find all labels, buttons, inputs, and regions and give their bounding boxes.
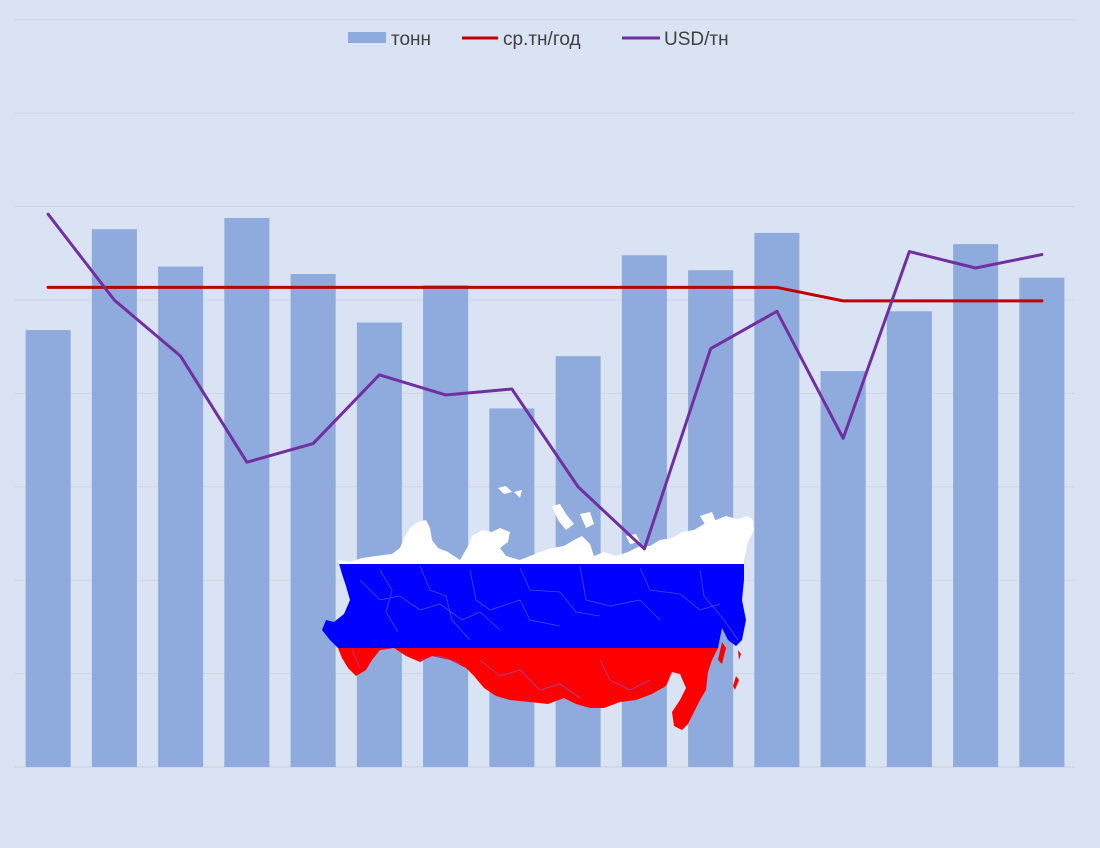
bar bbox=[886, 311, 932, 767]
bar bbox=[953, 244, 999, 768]
bar bbox=[423, 285, 469, 767]
region-borders bbox=[351, 565, 739, 699]
legend: тонн ср.тн/год USD/тн bbox=[348, 29, 729, 50]
usd-line bbox=[46, 212, 1044, 551]
legend-item-avg: ср.тн/год bbox=[462, 29, 581, 50]
sakhalin-kurils bbox=[718, 642, 741, 690]
bar bbox=[754, 232, 800, 767]
legend-item-tonn: тонн bbox=[348, 29, 431, 50]
usd-line-series bbox=[46, 212, 1044, 551]
bar bbox=[224, 217, 270, 767]
avg-line-series bbox=[46, 285, 1044, 303]
bar bbox=[290, 273, 336, 767]
avg-line bbox=[46, 285, 1044, 303]
bar bbox=[356, 322, 402, 767]
legend-label-tonn: тонн bbox=[391, 29, 431, 50]
legend-label-usd: USD/тн bbox=[664, 29, 729, 50]
bar bbox=[820, 371, 866, 767]
flag-blue-band bbox=[322, 564, 754, 648]
bar bbox=[91, 229, 137, 767]
legend-swatch-tonn bbox=[348, 32, 386, 43]
legend-label-avg: ср.тн/год bbox=[503, 29, 581, 50]
bar bbox=[158, 266, 204, 767]
bar bbox=[25, 330, 71, 767]
bar bbox=[1019, 277, 1065, 767]
legend-item-usd: USD/тн bbox=[622, 29, 729, 50]
